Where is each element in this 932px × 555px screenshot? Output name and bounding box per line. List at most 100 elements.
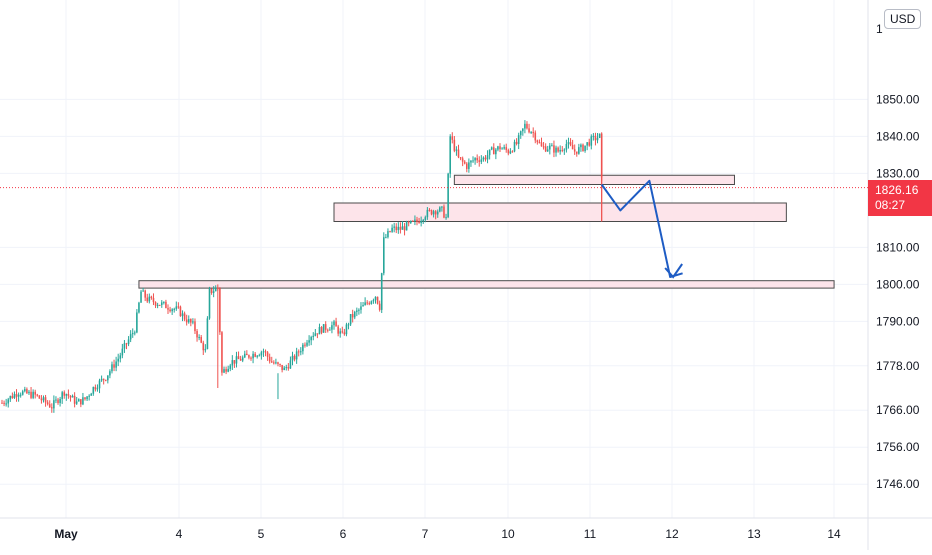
y-tick-label: 1800.00 — [876, 277, 920, 291]
candle-body — [15, 393, 18, 397]
candle-body — [468, 162, 470, 169]
candle-body — [490, 147, 493, 150]
candle-body — [401, 226, 404, 230]
candle-body — [185, 319, 188, 323]
candle-body — [279, 363, 281, 365]
candle-body — [250, 357, 252, 359]
candle-body — [492, 147, 495, 155]
candle-body — [113, 364, 115, 368]
candle-body — [434, 211, 437, 215]
candle-body — [154, 302, 157, 306]
candle-body — [590, 136, 593, 146]
candle-body — [515, 141, 518, 144]
candle-body — [223, 369, 225, 373]
candle-body — [424, 217, 427, 220]
candle-body — [75, 401, 78, 404]
candle-body — [453, 139, 456, 151]
candle-body — [445, 217, 447, 219]
candle-body — [69, 395, 72, 398]
candle-body — [258, 355, 261, 357]
candle-body — [252, 353, 254, 359]
candle-body — [389, 231, 391, 233]
candle-body — [285, 367, 288, 369]
candle-body — [538, 142, 541, 144]
candle-body — [169, 309, 171, 312]
candle-body — [3, 402, 5, 404]
candle-body — [84, 397, 86, 400]
candle-body — [266, 352, 269, 357]
x-tick-label: 13 — [747, 527, 761, 541]
y-tick-label: 1810.00 — [876, 240, 920, 254]
candle-body — [466, 163, 468, 169]
candle-body — [144, 290, 146, 298]
candle-body — [542, 146, 545, 148]
candle-body — [9, 395, 12, 400]
candle-body — [300, 351, 302, 353]
candle-body — [451, 136, 454, 140]
candle-body — [194, 321, 196, 332]
candle-body — [51, 407, 53, 409]
x-tick-label: 7 — [422, 527, 429, 541]
candle-body — [115, 361, 117, 368]
candle-body — [283, 367, 285, 371]
candle-body — [526, 123, 528, 129]
projection-arrowhead — [664, 263, 683, 279]
candle-body — [544, 146, 547, 152]
x-tick-label: 10 — [501, 527, 515, 541]
candle-body — [248, 355, 250, 358]
candle-body — [233, 360, 236, 364]
candle-body — [412, 220, 414, 222]
candle-body — [395, 226, 398, 231]
candle-body — [260, 352, 263, 356]
candle-body — [368, 303, 371, 305]
candle-body — [237, 356, 240, 360]
candle-body — [353, 311, 356, 318]
candle-body — [77, 399, 80, 402]
y-tick-label: 1746.00 — [876, 477, 920, 491]
candle-body — [34, 391, 36, 395]
candle-body — [148, 296, 151, 302]
candle-body — [546, 149, 549, 152]
candle-body — [241, 357, 244, 361]
candle-body — [586, 142, 588, 146]
zone-2 — [333, 202, 787, 222]
candle-body — [13, 393, 16, 399]
candle-body — [67, 394, 70, 396]
candle-body — [163, 301, 165, 303]
candle-body — [277, 362, 279, 364]
candle-body — [588, 142, 591, 146]
candle-body — [129, 334, 132, 340]
candle-body — [322, 324, 325, 333]
candle-body — [136, 312, 138, 333]
candle-body — [414, 219, 416, 221]
candle-body — [536, 140, 539, 143]
candle-body — [497, 146, 499, 150]
y-tick-label: 1778.00 — [876, 359, 920, 373]
candle-body — [335, 321, 337, 327]
candle-body — [46, 402, 49, 405]
y-tick-label: 1766.00 — [876, 403, 920, 417]
y-tick-label-partial: 1 — [876, 22, 883, 36]
candle-body — [432, 211, 435, 215]
candle-body — [30, 391, 32, 398]
candle-body — [291, 355, 294, 361]
candle-body — [540, 142, 543, 147]
candle-body — [181, 313, 184, 317]
candle-body — [426, 209, 429, 218]
y-tick-label: 1840.00 — [876, 129, 920, 143]
candle-body — [187, 319, 190, 323]
candle-body — [472, 160, 474, 162]
candle-body — [339, 331, 342, 334]
candle-body — [488, 149, 491, 156]
candle-body — [225, 369, 227, 372]
candle-body — [306, 342, 308, 346]
last-price-tag: 1826.16 08:27 — [868, 180, 932, 216]
candle-body — [65, 394, 68, 396]
candle-body — [90, 393, 93, 396]
candle-body — [38, 395, 41, 399]
candle-body — [140, 291, 142, 303]
currency-button[interactable]: USD — [884, 9, 922, 29]
candle-body — [293, 355, 296, 360]
